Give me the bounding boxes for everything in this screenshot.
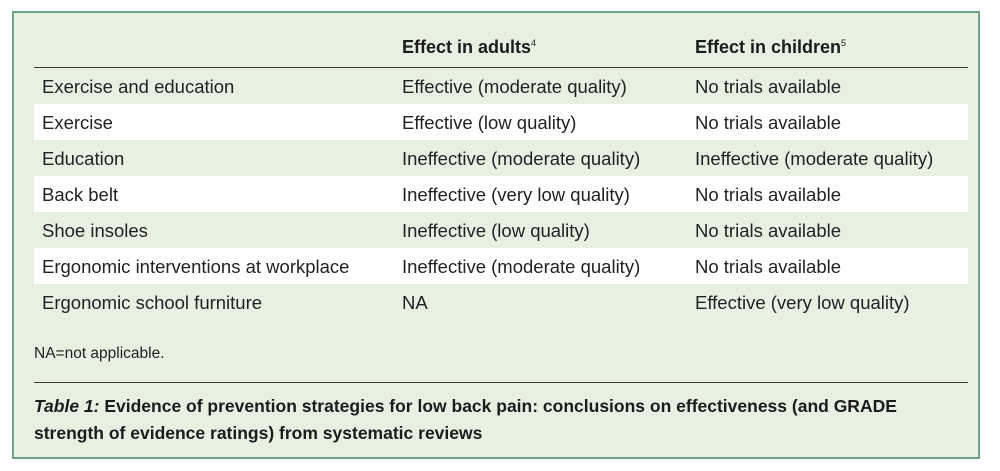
cell-children: No trials available xyxy=(695,184,842,205)
caption-label: Table 1: xyxy=(34,396,100,416)
cell-strategy: Shoe insoles xyxy=(42,220,148,241)
caption-text: Evidence of prevention strategies for lo… xyxy=(34,396,897,443)
cell-children: No trials available xyxy=(695,112,842,133)
cell-adults: Ineffective (very low quality) xyxy=(402,184,630,205)
table-frame: Effect in adults4 Effect in children5 Ex… xyxy=(12,11,980,459)
cell-strategy: Back belt xyxy=(42,184,119,205)
cell-adults: NA xyxy=(402,292,428,313)
cell-adults: Ineffective (moderate quality) xyxy=(402,148,641,169)
table-row: Exercise and education Effective (modera… xyxy=(34,68,968,104)
header-effect-children: Effect in children5 xyxy=(695,37,846,58)
cell-strategy: Education xyxy=(42,148,125,169)
cell-strategy: Ergonomic school furniture xyxy=(42,292,263,313)
header-effect-adults: Effect in adults4 xyxy=(402,37,536,58)
cell-adults: Ineffective (moderate quality) xyxy=(402,256,641,277)
cell-children: No trials available xyxy=(695,220,842,241)
table-row: Back belt Ineffective (very low quality)… xyxy=(34,176,968,212)
header-effect-children-label: Effect in children xyxy=(695,37,842,57)
cell-adults: Effective (low quality) xyxy=(402,112,577,133)
table-caption: Table 1: Evidence of prevention strategi… xyxy=(34,393,964,447)
cell-strategy: Exercise and education xyxy=(42,76,235,97)
table-row: Ergonomic school furniture NA Effective … xyxy=(34,284,968,320)
table-row: Shoe insoles Ineffective (low quality) N… xyxy=(34,212,968,248)
header-effect-children-ref: 5 xyxy=(841,38,847,48)
table-row: Ergonomic interventions at workplace Ine… xyxy=(34,248,968,284)
cell-children: No trials available xyxy=(695,76,842,97)
header-effect-adults-label: Effect in adults xyxy=(402,37,532,57)
cell-strategy: Exercise xyxy=(42,112,113,133)
caption-divider xyxy=(34,382,968,383)
table-footnote: NA=not applicable. xyxy=(34,345,165,362)
table-header-row: Effect in adults4 Effect in children5 xyxy=(34,31,968,68)
cell-adults: Ineffective (low quality) xyxy=(402,220,590,241)
cell-strategy: Ergonomic interventions at workplace xyxy=(42,256,350,277)
table-row: Education Ineffective (moderate quality)… xyxy=(34,140,968,176)
cell-children: No trials available xyxy=(695,256,842,277)
cell-adults: Effective (moderate quality) xyxy=(402,76,627,97)
cell-children: Effective (very low quality) xyxy=(695,292,910,313)
header-effect-adults-ref: 4 xyxy=(531,38,537,48)
cell-children: Ineffective (moderate quality) xyxy=(695,148,934,169)
evidence-table: Effect in adults4 Effect in children5 Ex… xyxy=(34,31,968,320)
table-row: Exercise Effective (low quality) No tria… xyxy=(34,104,968,140)
